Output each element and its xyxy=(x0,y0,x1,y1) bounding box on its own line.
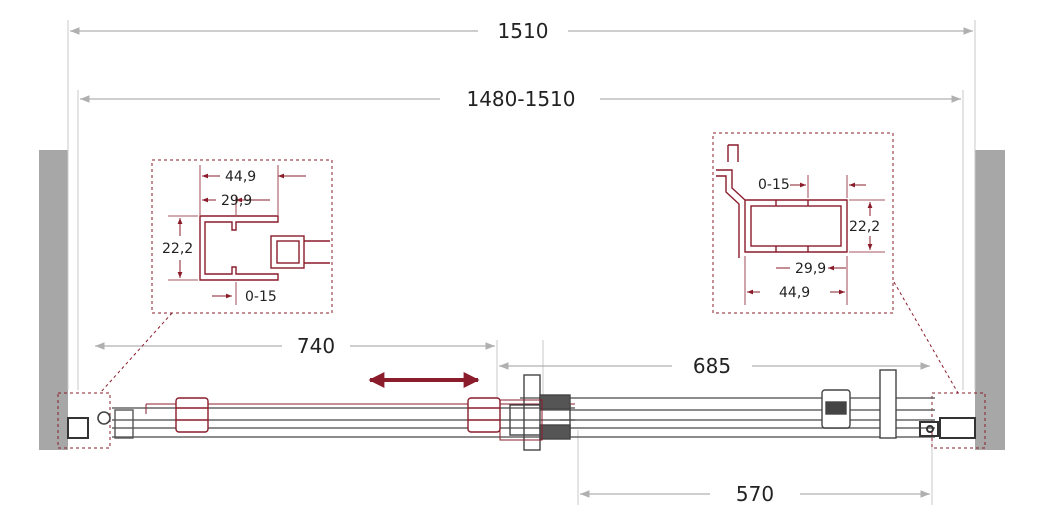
dimension-installation: 1480-1510 xyxy=(80,87,961,111)
dimension-left-opening-label: 740 xyxy=(297,334,335,358)
dimension-left-opening: 740 xyxy=(95,334,495,358)
right-wall-profile xyxy=(919,417,976,439)
door-assembly xyxy=(67,369,976,451)
right-detail-adjust-range: 0-15 xyxy=(758,177,790,193)
left-detail-outer-width: 44,9 xyxy=(225,169,256,185)
dimension-fixed-panel-label: 570 xyxy=(736,482,774,506)
detail-leaders xyxy=(99,281,959,394)
right-detail-outer-width: 44,9 xyxy=(779,285,810,301)
dimension-right-span: 685 xyxy=(499,354,930,378)
dimension-overall: 1510 xyxy=(70,19,973,43)
dimension-overall-label: 1510 xyxy=(498,19,549,43)
right-roller xyxy=(821,389,851,429)
middle-roller xyxy=(467,397,501,433)
left-detail-adjust-range: 0-15 xyxy=(245,289,277,305)
left-pivot xyxy=(97,411,111,425)
left-detail-inner-width: 29,9 xyxy=(221,193,252,209)
left-wall xyxy=(39,150,68,450)
left-detail-height: 22,2 xyxy=(162,241,193,257)
extension-lines xyxy=(67,20,976,505)
right-wall xyxy=(975,150,1005,450)
left-wall-profile xyxy=(67,417,89,439)
right-detail-height: 22,2 xyxy=(849,219,880,235)
left-roller xyxy=(175,397,209,433)
dimension-fixed-panel: 570 xyxy=(580,482,930,506)
right-post xyxy=(879,369,897,439)
left-profile-detail: 44,9 29,9 22,2 0-15 xyxy=(151,159,333,314)
right-detail-inner-width: 29,9 xyxy=(795,261,826,277)
center-connector xyxy=(509,374,571,451)
right-profile-detail: 0-15 22,2 29,9 44,9 xyxy=(712,132,894,314)
dimension-right-span-label: 685 xyxy=(693,354,731,378)
dimension-installation-label: 1480-1510 xyxy=(466,87,575,111)
